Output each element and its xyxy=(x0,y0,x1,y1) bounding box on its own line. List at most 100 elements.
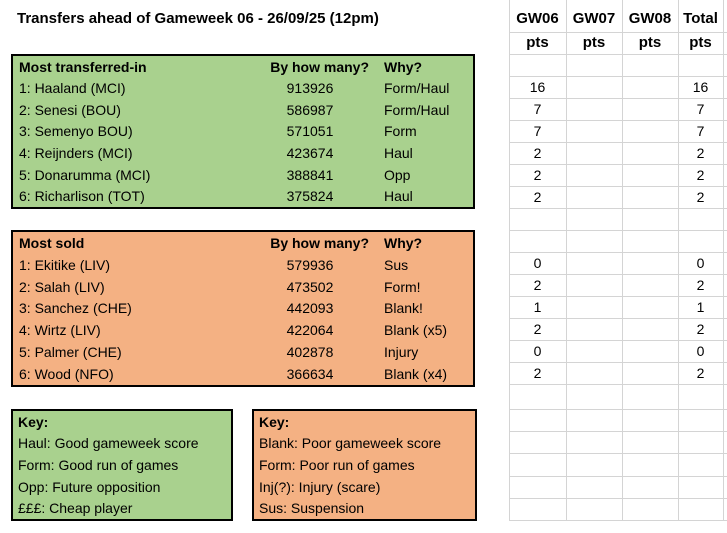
player-cell[interactable]: 1: Haaland (MCI) xyxy=(19,80,126,97)
pts-cell-gw08[interactable] xyxy=(622,76,678,98)
count-cell[interactable]: 422064 xyxy=(286,322,334,339)
pts-cell-total[interactable]: 2 xyxy=(696,189,705,205)
why-cell[interactable]: Haul xyxy=(384,145,413,162)
pts-cell-gw08[interactable] xyxy=(622,296,678,318)
pts-cell-gw06[interactable]: 0 xyxy=(533,343,542,359)
pts-cell-total[interactable]: 2 xyxy=(696,321,705,337)
pts-col-subheader-gw07[interactable]: pts xyxy=(582,34,606,51)
count-cell[interactable]: 571051 xyxy=(286,123,334,140)
pts-cell-gw08[interactable] xyxy=(622,252,678,274)
pts-cell-gw06[interactable]: 16 xyxy=(529,79,546,95)
pts-cell-total[interactable]: 0 xyxy=(696,343,705,359)
pts-cell-gw07[interactable] xyxy=(566,296,622,318)
why-cell[interactable]: Haul xyxy=(384,188,413,205)
pts-cell-gw08[interactable] xyxy=(622,362,678,384)
count-cell[interactable]: 473502 xyxy=(286,278,334,295)
pts-cell-gw07[interactable] xyxy=(566,120,622,142)
player-cell[interactable]: 6: Wood (NFO) xyxy=(19,366,114,383)
pts-col-subheader-gw06[interactable]: pts xyxy=(526,34,549,51)
pts-cell-gw08[interactable] xyxy=(622,274,678,296)
player-cell[interactable]: 3: Semenyo BOU) xyxy=(19,123,133,140)
table-header-count[interactable]: By how many? xyxy=(270,234,369,251)
pts-cell-total[interactable]: 0 xyxy=(696,255,705,271)
count-cell[interactable]: 388841 xyxy=(286,166,334,183)
pts-cell-gw07[interactable] xyxy=(566,76,622,98)
player-cell[interactable]: 3: Sanchez (CHE) xyxy=(19,300,132,317)
count-cell[interactable]: 579936 xyxy=(286,256,334,273)
count-cell[interactable]: 366634 xyxy=(286,366,334,383)
why-cell[interactable]: Form/Haul xyxy=(384,101,450,118)
count-cell[interactable]: 375824 xyxy=(286,188,334,205)
why-cell[interactable]: Form! xyxy=(384,278,421,295)
player-cell[interactable]: 6: Richarlison (TOT) xyxy=(19,188,145,205)
table-header-title[interactable]: Most transferred-in xyxy=(19,58,147,75)
pts-cell-gw06[interactable]: 7 xyxy=(533,101,542,117)
pts-cell-total[interactable]: 2 xyxy=(696,145,705,161)
pts-cell-gw06[interactable]: 2 xyxy=(533,277,542,293)
pts-cell-total[interactable]: 2 xyxy=(696,365,705,381)
pts-cell-gw06[interactable]: 2 xyxy=(533,145,542,161)
pts-cell-total[interactable]: 7 xyxy=(696,123,705,139)
pts-col-header-gw08[interactable]: GW08 xyxy=(628,10,672,27)
pts-cell-total[interactable]: 1 xyxy=(696,299,705,315)
pts-cell-total[interactable]: 7 xyxy=(696,101,705,117)
why-cell[interactable]: Blank (x5) xyxy=(384,322,448,339)
gridline-horizontal xyxy=(509,362,727,363)
why-cell[interactable]: Injury xyxy=(384,344,419,361)
pts-cell-gw06[interactable]: 2 xyxy=(533,167,542,183)
why-cell[interactable]: Sus xyxy=(384,256,409,273)
why-cell[interactable]: Form xyxy=(384,123,417,140)
why-cell[interactable]: Blank! xyxy=(384,300,423,317)
pts-cell-gw06[interactable]: 2 xyxy=(533,189,542,205)
why-cell[interactable]: Opp xyxy=(384,166,411,183)
count-cell[interactable]: 402878 xyxy=(286,344,334,361)
pts-col-subheader-gw08[interactable]: pts xyxy=(638,34,662,51)
pts-cell-gw07[interactable] xyxy=(566,340,622,362)
pts-col-header-total[interactable]: Total xyxy=(683,10,718,27)
pts-cell-gw08[interactable] xyxy=(622,120,678,142)
player-cell[interactable]: 4: Reijnders (MCI) xyxy=(19,145,133,162)
table-header-why[interactable]: Why? xyxy=(384,58,423,75)
table-header-title[interactable]: Most sold xyxy=(19,234,85,251)
pts-col-subheader-total[interactable]: pts xyxy=(689,34,712,51)
pts-cell-gw08[interactable] xyxy=(622,142,678,164)
pts-cell-gw07[interactable] xyxy=(566,98,622,120)
count-cell[interactable]: 586987 xyxy=(286,101,334,118)
pts-cell-gw07[interactable] xyxy=(566,142,622,164)
why-cell[interactable]: Form/Haul xyxy=(384,80,450,97)
table-header-why[interactable]: Why? xyxy=(384,234,423,251)
why-cell[interactable]: Blank (x4) xyxy=(384,366,448,383)
player-cell[interactable]: 4: Wirtz (LIV) xyxy=(19,322,101,339)
pts-cell-gw07[interactable] xyxy=(566,252,622,274)
pts-cell-gw08[interactable] xyxy=(622,186,678,208)
pts-cell-gw07[interactable] xyxy=(566,318,622,340)
gridline-horizontal xyxy=(509,186,727,187)
pts-cell-gw08[interactable] xyxy=(622,164,678,186)
pts-cell-gw06[interactable]: 1 xyxy=(533,299,542,315)
pts-cell-gw07[interactable] xyxy=(566,274,622,296)
pts-cell-gw06[interactable]: 0 xyxy=(533,255,542,271)
pts-cell-gw07[interactable] xyxy=(566,186,622,208)
pts-cell-total[interactable]: 2 xyxy=(696,277,705,293)
pts-cell-gw06[interactable]: 2 xyxy=(533,321,542,337)
count-cell[interactable]: 913926 xyxy=(286,80,334,97)
pts-cell-gw08[interactable] xyxy=(622,340,678,362)
pts-col-header-gw06[interactable]: GW06 xyxy=(516,10,559,27)
player-cell[interactable]: 1: Ekitike (LIV) xyxy=(19,256,111,273)
pts-cell-gw07[interactable] xyxy=(566,164,622,186)
player-cell[interactable]: 2: Salah (LIV) xyxy=(19,278,105,295)
pts-cell-gw06[interactable]: 7 xyxy=(533,123,542,139)
player-cell[interactable]: 2: Senesi (BOU) xyxy=(19,101,121,118)
pts-col-header-gw07[interactable]: GW07 xyxy=(572,10,616,27)
player-cell[interactable]: 5: Donarumma (MCI) xyxy=(19,166,151,183)
pts-cell-gw07[interactable] xyxy=(566,362,622,384)
table-header-count[interactable]: By how many? xyxy=(270,58,369,75)
count-cell[interactable]: 442093 xyxy=(286,300,334,317)
player-cell[interactable]: 5: Palmer (CHE) xyxy=(19,344,122,361)
pts-cell-total[interactable]: 16 xyxy=(692,79,709,95)
pts-cell-gw08[interactable] xyxy=(622,98,678,120)
pts-cell-total[interactable]: 2 xyxy=(696,167,705,183)
pts-cell-gw06[interactable]: 2 xyxy=(533,365,542,381)
count-cell[interactable]: 423674 xyxy=(286,145,334,162)
pts-cell-gw08[interactable] xyxy=(622,318,678,340)
